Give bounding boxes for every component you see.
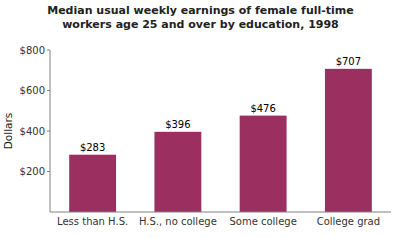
data-label: $396 — [165, 119, 190, 130]
data-label: $476 — [250, 103, 275, 114]
x-tick-label: College grad — [317, 216, 380, 227]
x-tick-label: H.S., no college — [139, 216, 217, 227]
y-tick-label: $600 — [20, 85, 45, 96]
y-tick-label: $200 — [20, 166, 45, 177]
title-line: workers age 25 and over by education, 19… — [62, 18, 339, 31]
bar — [154, 132, 201, 212]
bar — [69, 155, 116, 212]
chart-title: Median usual weekly earnings of female f… — [47, 4, 354, 31]
y-axis-label: Dollars — [2, 113, 14, 150]
data-label: $707 — [336, 56, 361, 67]
data-label: $283 — [80, 142, 105, 153]
chart-container: Median usual weekly earnings of female f… — [0, 0, 401, 238]
chart-svg: Median usual weekly earnings of female f… — [0, 0, 401, 238]
y-tick — [47, 50, 50, 51]
x-tick-label: Less than H.S. — [57, 216, 128, 227]
y-tick-label: $800 — [20, 45, 45, 56]
bar — [240, 116, 287, 212]
bars — [69, 69, 372, 212]
bar — [325, 69, 372, 212]
y-tick — [47, 131, 50, 132]
y-tick — [47, 171, 50, 172]
x-axis-line — [50, 212, 391, 213]
x-tick-label: Some college — [229, 216, 296, 227]
title-line: Median usual weekly earnings of female f… — [47, 4, 354, 17]
y-tick-label: $400 — [20, 126, 45, 137]
y-tick — [47, 90, 50, 91]
